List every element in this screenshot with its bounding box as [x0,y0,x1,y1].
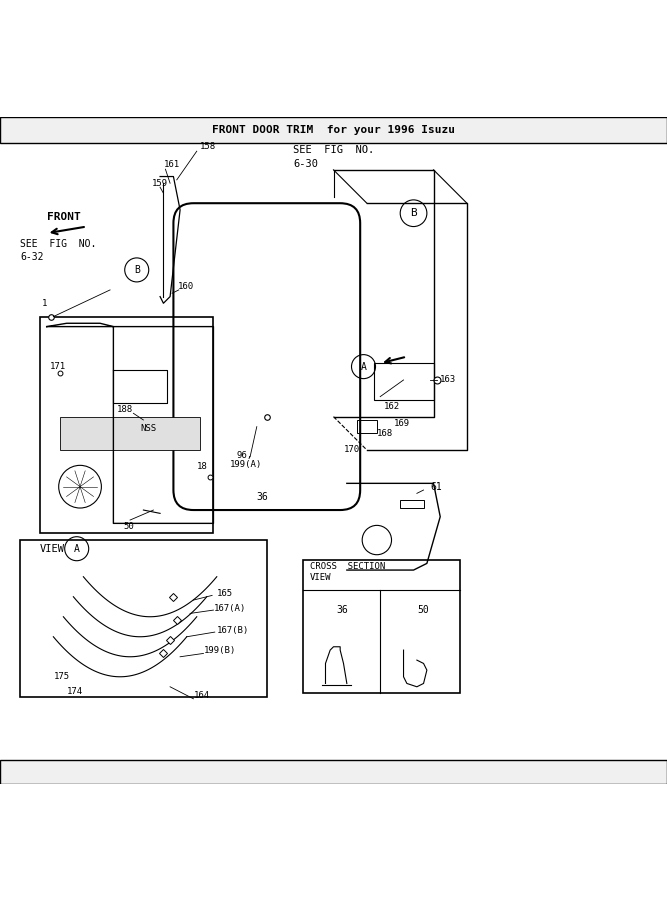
Text: 199(B): 199(B) [203,645,235,654]
Polygon shape [60,417,200,450]
Bar [357,420,377,433]
Text: 50: 50 [417,605,429,615]
Text: 1: 1 [42,299,47,308]
Text: 96,: 96, [237,451,253,460]
Text: 164: 164 [193,691,209,700]
Bar [303,560,460,694]
Text: 167(A): 167(A) [213,604,245,613]
Text: 160: 160 [178,282,194,291]
Text: 36: 36 [337,605,349,615]
Text: 159: 159 [152,179,168,188]
Text: 175: 175 [53,672,69,681]
Text: 36: 36 [257,491,269,501]
Text: 188: 188 [117,406,133,415]
Text: VIEW: VIEW [310,573,331,582]
Text: NSS: NSS [140,424,156,433]
Text: 50: 50 [123,522,134,531]
Text: 169: 169 [394,418,410,427]
Text: 158: 158 [200,142,216,151]
Text: 161: 161 [163,160,179,169]
Text: CROSS  SECTION: CROSS SECTION [310,562,386,571]
Bar [400,500,424,508]
Text: 6-32: 6-32 [20,252,43,262]
Text: 61: 61 [430,482,442,491]
Text: 170: 170 [344,446,360,454]
Text: 165: 165 [217,589,233,598]
Text: SEE  FIG  NO.: SEE FIG NO. [20,238,97,248]
Text: 174: 174 [67,687,83,696]
Text: 171: 171 [50,362,66,371]
Text: 167(B): 167(B) [217,626,249,634]
Text: A: A [74,544,79,554]
Text: 6-30: 6-30 [293,158,318,168]
Bar [0,116,667,143]
Text: VIEW: VIEW [40,544,65,554]
Text: FRONT DOOR TRIM  for your 1996 Isuzu: FRONT DOOR TRIM for your 1996 Isuzu [212,125,455,135]
Text: 163: 163 [440,375,456,384]
Text: SEE  FIG  NO.: SEE FIG NO. [293,145,375,155]
Text: A: A [361,362,366,372]
Text: FRONT: FRONT [47,212,81,221]
Bar [40,317,213,534]
Text: B: B [410,208,417,218]
Text: 162: 162 [384,402,400,411]
Text: 18: 18 [197,463,207,472]
Text: B: B [134,265,139,274]
Text: 199(A): 199(A) [230,460,262,469]
Bar [0,760,667,784]
Bar [374,364,434,400]
Text: 168: 168 [377,428,393,437]
Bar [20,540,267,697]
